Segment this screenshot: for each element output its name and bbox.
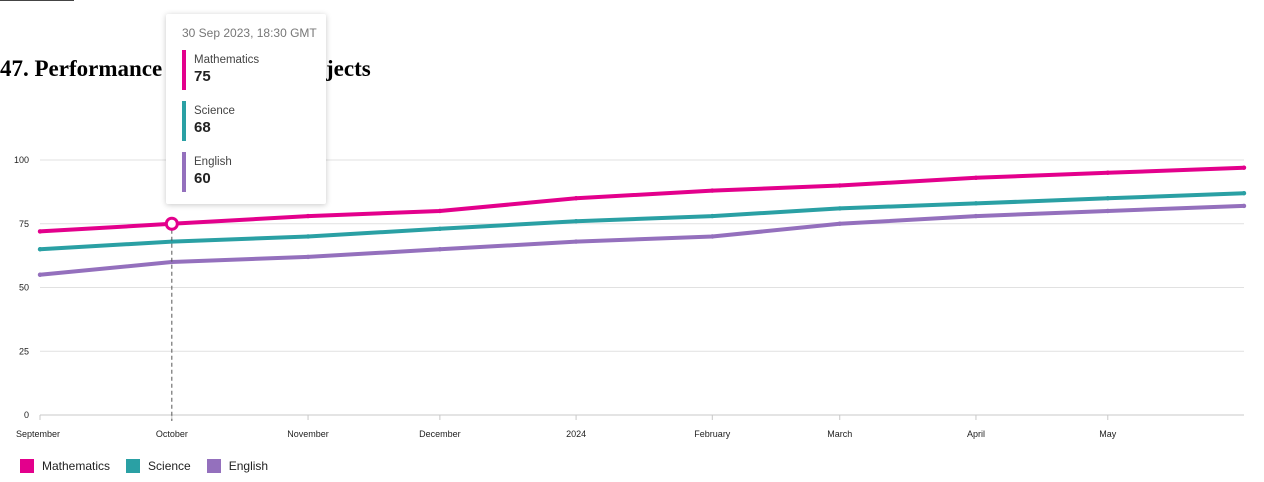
- data-point-mathematics: [1241, 165, 1247, 170]
- legend-label: Mathematics: [42, 459, 111, 473]
- top-rule: [0, 0, 74, 1]
- y-axis: 0 25 50 75 100: [14, 155, 29, 420]
- data-point-mathematics: [1105, 170, 1110, 175]
- legend-swatch-mathematics: [20, 459, 34, 473]
- x-tick-label: September: [16, 429, 60, 439]
- data-point-english: [437, 247, 443, 252]
- tooltip-row-science: Science 68: [182, 101, 310, 142]
- legend-item-english[interactable]: English: [206, 459, 269, 473]
- tooltip-row-english: English 60: [182, 152, 310, 193]
- data-point-english: [1241, 203, 1247, 209]
- data-point-english: [573, 239, 579, 244]
- x-axis: September October November December 2024 Febr…: [16, 415, 1117, 439]
- tooltip-swatch-science: [182, 101, 186, 141]
- data-point-science: [169, 239, 175, 244]
- legend-item-science[interactable]: Science: [126, 459, 191, 473]
- tooltip-series-name: English: [194, 156, 232, 168]
- data-point-science: [837, 206, 842, 211]
- tooltip-series-name: Science: [194, 105, 235, 117]
- data-point-english: [37, 272, 43, 277]
- data-point-science: [1241, 190, 1247, 196]
- x-tick-label: May: [1099, 429, 1117, 439]
- legend-swatch-english: [206, 459, 221, 473]
- x-tick-label: October: [156, 429, 188, 439]
- hover-layer: [164, 216, 179, 421]
- data-point-english: [710, 234, 715, 239]
- x-tick-label: February: [694, 429, 731, 439]
- data-point-mathematics: [37, 229, 43, 234]
- data-point-science: [437, 226, 443, 232]
- legend-swatch-science: [126, 459, 141, 473]
- data-point-science: [305, 234, 311, 239]
- data-point-science: [573, 219, 579, 224]
- tooltip-swatch-english: [182, 152, 186, 192]
- x-tick-label: 2024: [566, 429, 586, 439]
- y-tick-label: 75: [19, 219, 29, 229]
- x-tick-label: March: [827, 429, 852, 439]
- data-point-english: [973, 213, 979, 219]
- data-point-mathematics: [573, 196, 579, 201]
- data-point-mathematics: [710, 188, 715, 193]
- tooltip-row-mathematics: Mathematics 75: [182, 50, 310, 91]
- data-point-english: [1105, 208, 1110, 214]
- y-tick-label: 50: [19, 283, 29, 293]
- data-point-mathematics: [437, 208, 443, 214]
- data-point-mathematics: [305, 213, 311, 219]
- series-line-mathematics: [38, 165, 1246, 234]
- legend-label: Science: [148, 459, 191, 473]
- tooltip-swatch-mathematics: [182, 50, 186, 90]
- y-tick-label: 0: [24, 410, 29, 420]
- tooltip-timestamp: 30 Sep 2023, 18:30 GMT: [182, 26, 317, 40]
- x-tick-label: April: [967, 429, 985, 439]
- data-point-mathematics: [837, 183, 842, 188]
- hover-marker: [164, 216, 179, 231]
- chart-tooltip: 30 Sep 2023, 18:30 GMT Mathematics 75 Sc…: [166, 14, 326, 204]
- data-point-english: [169, 259, 175, 265]
- series-line-science: [38, 191, 1246, 252]
- data-point-science: [37, 247, 43, 252]
- tooltip-series-name: Mathematics: [194, 54, 260, 66]
- legend-item-mathematics[interactable]: Mathematics: [20, 459, 110, 473]
- x-tick-label: December: [419, 429, 461, 439]
- tooltip-series-value: 60: [194, 170, 211, 187]
- legend-label: English: [228, 459, 269, 473]
- chart-legend: Mathematics Science English: [20, 459, 284, 473]
- x-tick-label: November: [287, 429, 329, 439]
- y-tick-label: 25: [19, 346, 29, 356]
- series-line-english: [38, 203, 1246, 277]
- data-point-english: [305, 254, 311, 260]
- data-point-science: [973, 201, 979, 206]
- y-tick-label: 100: [14, 155, 29, 165]
- tooltip-series-value: 68: [194, 119, 211, 136]
- tooltip-series-value: 75: [194, 68, 211, 85]
- data-point-science: [710, 213, 715, 219]
- data-point-mathematics: [973, 175, 979, 181]
- data-point-science: [1105, 196, 1110, 201]
- data-point-english: [837, 221, 842, 226]
